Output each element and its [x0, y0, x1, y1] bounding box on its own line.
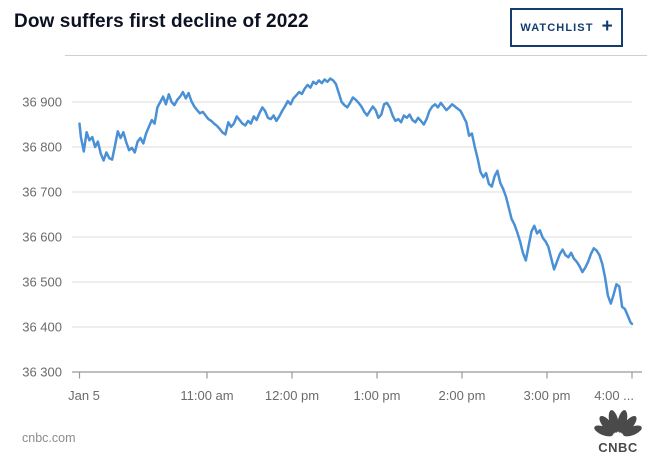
x-tick-label: 1:00 pm	[354, 388, 401, 403]
x-tick-label: 12:00 pm	[265, 388, 319, 403]
cnbc-logo: CNBC	[594, 410, 642, 454]
y-tick-label: 36 500	[22, 275, 62, 290]
y-tick-label: 36 400	[22, 320, 62, 335]
source-attribution: cnbc.com	[22, 431, 76, 445]
y-tick-label: 36 900	[22, 95, 62, 110]
cnbc-wordmark: CNBC	[598, 440, 638, 454]
y-tick-label: 36 300	[22, 365, 62, 380]
watchlist-button[interactable]: WATCHLIST +	[510, 8, 623, 47]
x-tick-label: Jan 5	[68, 388, 100, 403]
x-tick-label: 3:00 pm	[524, 388, 571, 403]
y-tick-label: 36 700	[22, 185, 62, 200]
plus-icon: +	[601, 16, 613, 37]
price-line	[78, 77, 634, 326]
x-tick-label: 2:00 pm	[439, 388, 486, 403]
page-title: Dow suffers first decline of 2022	[14, 11, 309, 32]
y-tick-label: 36 600	[22, 230, 62, 245]
x-tick-label: 11:00 am	[180, 388, 233, 403]
x-tick-label: 4:00 ...	[594, 388, 634, 403]
y-tick-label: 36 800	[22, 140, 62, 155]
header-divider	[65, 55, 647, 56]
cnbc-peacock-icon	[594, 410, 642, 437]
watchlist-button-label: WATCHLIST	[520, 21, 594, 34]
